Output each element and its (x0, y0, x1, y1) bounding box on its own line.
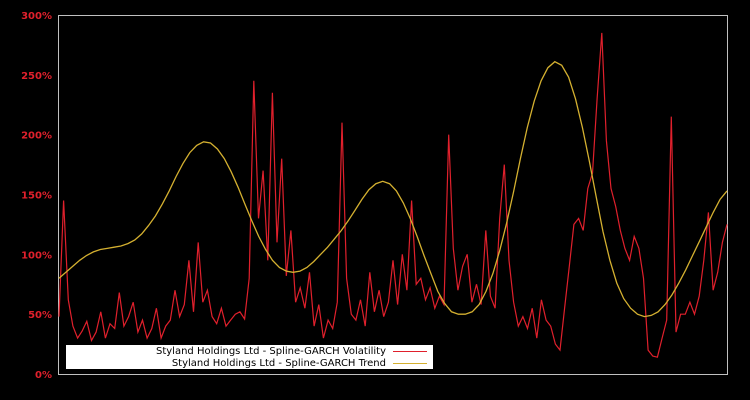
trend-series-line (58, 60, 728, 318)
volatility-series-line (58, 32, 728, 358)
y-tick-label: 300% (21, 11, 52, 22)
legend-item-trend: Styland Holdings Ltd - Spline-GARCH Tren… (172, 357, 427, 369)
legend-swatch-trend (393, 362, 427, 364)
y-tick-label: 0% (35, 370, 52, 381)
legend-item-volatility: Styland Holdings Ltd - Spline-GARCH Vola… (156, 345, 427, 357)
y-axis-ticks: 0% 50% 100% 150% 200% 250% 300% (21, 11, 52, 381)
y-tick-label: 200% (21, 131, 52, 142)
legend-swatch-volatility (393, 350, 427, 352)
legend-label-trend: Styland Holdings Ltd - Spline-GARCH Tren… (171, 357, 386, 369)
y-tick-label: 50% (28, 310, 52, 321)
legend: Styland Holdings Ltd - Spline-GARCH Vola… (66, 345, 433, 369)
y-tick-label: 100% (21, 250, 52, 261)
y-tick-label: 150% (21, 191, 52, 202)
plot-frame (58, 15, 728, 375)
legend-label-volatility: Styland Holdings Ltd - Spline-GARCH Vola… (156, 345, 386, 357)
y-tick-label: 250% (21, 71, 52, 82)
